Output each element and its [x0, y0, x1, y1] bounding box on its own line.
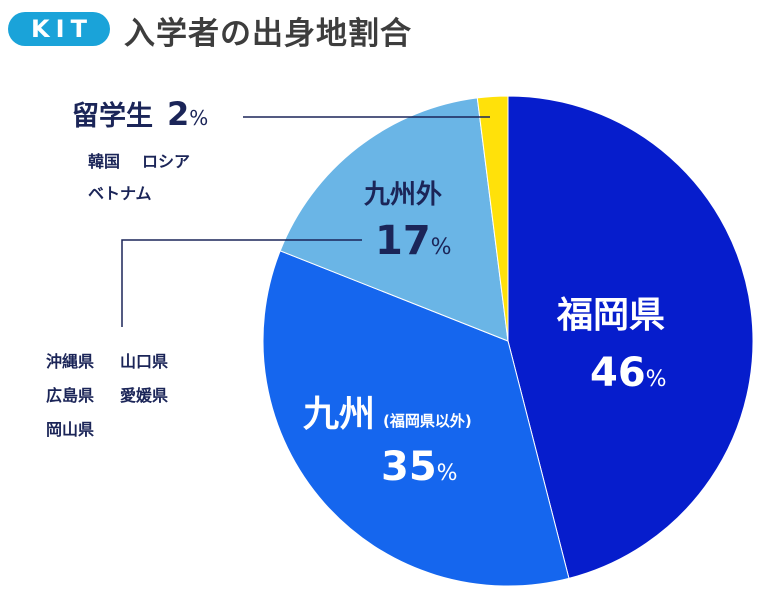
slice-outside	[279, 97, 509, 342]
pref-yamaguchi: 山口県	[120, 352, 169, 371]
slice-label-intl: 留学生 2%	[72, 95, 209, 133]
slice-intl	[476, 95, 509, 342]
prefecture-list: 沖縄県 山口県 広島県 愛媛県 岡山県	[46, 345, 168, 447]
pref-hiroshima: 広島県	[46, 386, 95, 405]
kit-logo: KIT	[8, 12, 110, 46]
slice-value-kyushu: 35%	[381, 444, 458, 490]
country-korea: 韓国	[88, 152, 121, 171]
slice-value-fukuoka: 46%	[590, 350, 667, 396]
slice-value-outside: 17%	[375, 218, 452, 264]
leader-line-outside	[121, 239, 362, 327]
slice-label-fukuoka: 福岡県	[557, 295, 666, 336]
page-title: 入学者の出身地割合	[124, 16, 412, 52]
slice-fukuoka	[507, 95, 754, 579]
country-russia: ロシア	[142, 152, 191, 171]
country-list: 韓国 ロシア ベトナム	[88, 146, 190, 210]
pref-ehime: 愛媛県	[120, 386, 169, 405]
pref-okayama: 岡山県	[46, 420, 95, 439]
slice-kyushu	[262, 250, 570, 587]
slice-label-kyushu: 九州 (福岡県以外)	[303, 394, 472, 435]
pref-okinawa: 沖縄県	[46, 352, 95, 371]
country-vietnam: ベトナム	[88, 184, 152, 203]
slice-label-outside: 九州外	[364, 180, 443, 210]
